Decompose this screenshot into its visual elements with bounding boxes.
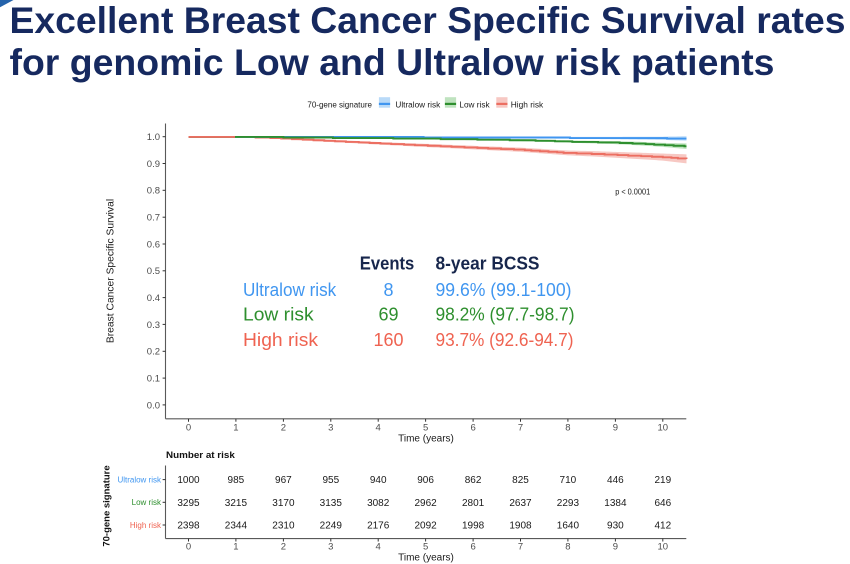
- svg-text:2092: 2092: [414, 521, 437, 532]
- svg-text:0.4: 0.4: [147, 293, 160, 304]
- svg-text:1: 1: [233, 542, 238, 553]
- svg-text:0: 0: [186, 423, 191, 434]
- svg-text:1908: 1908: [509, 521, 532, 532]
- svg-text:High risk: High risk: [511, 99, 544, 109]
- svg-text:1998: 1998: [462, 521, 485, 532]
- svg-text:1000: 1000: [177, 475, 200, 486]
- svg-text:825: 825: [512, 475, 529, 486]
- svg-text:p < 0.0001: p < 0.0001: [615, 187, 650, 197]
- svg-text:0.7: 0.7: [147, 213, 160, 224]
- svg-text:0.0: 0.0: [147, 400, 160, 411]
- svg-text:446: 446: [607, 475, 624, 486]
- svg-text:219: 219: [654, 475, 671, 486]
- svg-text:Ultralow risk: Ultralow risk: [395, 99, 440, 109]
- svg-text:5: 5: [423, 423, 428, 434]
- svg-text:0.8: 0.8: [147, 186, 160, 197]
- svg-text:2637: 2637: [509, 498, 532, 509]
- svg-text:69: 69: [378, 304, 398, 324]
- svg-text:0.5: 0.5: [147, 266, 160, 277]
- svg-text:0.3: 0.3: [147, 320, 160, 331]
- svg-text:930: 930: [607, 521, 624, 532]
- svg-text:2398: 2398: [177, 521, 200, 532]
- svg-text:9: 9: [613, 542, 618, 553]
- svg-text:1384: 1384: [604, 498, 627, 509]
- svg-text:2176: 2176: [367, 521, 390, 532]
- svg-text:160: 160: [373, 330, 403, 350]
- svg-text:3: 3: [328, 423, 333, 434]
- svg-text:967: 967: [275, 475, 292, 486]
- svg-text:99.6% (99.1-100): 99.6% (99.1-100): [436, 280, 572, 300]
- svg-text:10: 10: [658, 423, 669, 434]
- svg-text:710: 710: [560, 475, 577, 486]
- svg-text:0: 0: [186, 542, 191, 553]
- svg-text:8-year BCSS: 8-year BCSS: [436, 253, 540, 273]
- svg-text:70-gene signature: 70-gene signature: [307, 99, 372, 109]
- svg-text:7: 7: [518, 423, 523, 434]
- svg-text:412: 412: [654, 521, 671, 532]
- svg-text:Time (years): Time (years): [398, 433, 454, 444]
- svg-text:5: 5: [423, 542, 428, 553]
- svg-text:940: 940: [370, 475, 387, 486]
- svg-text:3: 3: [328, 542, 333, 553]
- svg-text:0.9: 0.9: [147, 159, 160, 170]
- svg-text:70-gene signature: 70-gene signature: [101, 465, 112, 546]
- svg-text:3215: 3215: [225, 498, 248, 509]
- svg-text:2: 2: [281, 542, 286, 553]
- svg-text:862: 862: [465, 475, 482, 486]
- svg-text:2310: 2310: [272, 521, 295, 532]
- svg-text:2962: 2962: [414, 498, 437, 509]
- svg-text:3295: 3295: [177, 498, 200, 509]
- svg-text:3082: 3082: [367, 498, 390, 509]
- svg-text:0.6: 0.6: [147, 239, 160, 250]
- svg-text:Time (years): Time (years): [398, 552, 454, 563]
- svg-text:Number at risk: Number at risk: [166, 450, 236, 461]
- svg-text:High risk: High risk: [243, 330, 319, 350]
- svg-text:955: 955: [322, 475, 339, 486]
- svg-text:4: 4: [376, 423, 381, 434]
- svg-text:2: 2: [281, 423, 286, 434]
- svg-text:High risk: High risk: [130, 521, 162, 530]
- svg-text:Excellent Breast Cancer Specif: Excellent Breast Cancer Specific Surviva…: [10, 0, 846, 41]
- svg-text:1640: 1640: [557, 521, 580, 532]
- svg-text:4: 4: [376, 542, 381, 553]
- svg-text:6: 6: [470, 423, 475, 434]
- svg-text:Ultralow risk: Ultralow risk: [243, 280, 337, 300]
- svg-text:Low risk: Low risk: [132, 498, 162, 507]
- svg-text:93.7% (92.6-94.7): 93.7% (92.6-94.7): [436, 330, 574, 350]
- svg-text:906: 906: [417, 475, 434, 486]
- svg-text:for genomic Low and Ultralow r: for genomic Low and Ultralow risk patien…: [10, 41, 775, 83]
- svg-text:98.2% (97.7-98.7): 98.2% (97.7-98.7): [436, 304, 575, 324]
- svg-text:2344: 2344: [225, 521, 248, 532]
- svg-text:1: 1: [233, 423, 238, 434]
- svg-text:8: 8: [565, 542, 570, 553]
- svg-text:7: 7: [518, 542, 523, 553]
- svg-text:2249: 2249: [320, 521, 343, 532]
- svg-text:Ultralow risk: Ultralow risk: [117, 476, 162, 485]
- svg-text:Breast Cancer Specific Surviva: Breast Cancer Specific Survival: [106, 199, 117, 343]
- svg-text:3170: 3170: [272, 498, 295, 509]
- svg-text:0.2: 0.2: [147, 347, 160, 358]
- svg-text:3135: 3135: [320, 498, 343, 509]
- svg-text:Events: Events: [360, 253, 415, 273]
- svg-text:1.0: 1.0: [147, 132, 160, 143]
- svg-text:8: 8: [383, 280, 393, 300]
- svg-text:0.1: 0.1: [147, 374, 160, 385]
- svg-text:8: 8: [565, 423, 570, 434]
- svg-text:646: 646: [654, 498, 671, 509]
- svg-text:9: 9: [613, 423, 618, 434]
- svg-text:6: 6: [470, 542, 475, 553]
- svg-text:Low risk: Low risk: [243, 304, 315, 324]
- svg-text:985: 985: [228, 475, 245, 486]
- svg-text:Low risk: Low risk: [459, 99, 490, 109]
- svg-text:2801: 2801: [462, 498, 485, 509]
- svg-text:2293: 2293: [557, 498, 580, 509]
- svg-text:10: 10: [658, 542, 669, 553]
